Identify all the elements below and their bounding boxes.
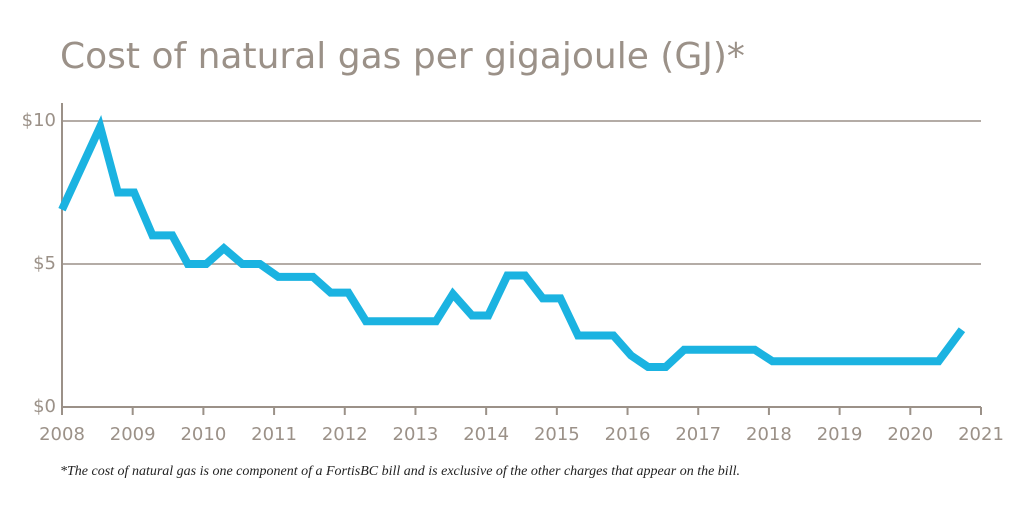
x-tick-label: 2021: [958, 424, 1004, 445]
x-tick-label: 2011: [251, 424, 297, 445]
chart-title: Cost of natural gas per gigajoule (GJ)*: [60, 36, 745, 77]
x-tick-label: 2019: [817, 424, 863, 445]
footnote: *The cost of natural gas is one componen…: [60, 464, 740, 479]
x-tick-label: 2013: [393, 424, 439, 445]
x-tick-label: 2020: [887, 424, 933, 445]
x-tick-label: 2012: [322, 424, 368, 445]
y-tick-label: $5: [33, 253, 56, 274]
x-tick-label: 2010: [180, 424, 226, 445]
y-tick-label: $0: [33, 396, 56, 417]
x-tick-label: 2014: [463, 424, 509, 445]
line: [58, 114, 966, 371]
x-tick-label: 2017: [675, 424, 721, 445]
x-tick-label: 2009: [110, 424, 156, 445]
x-tick-label: 2018: [746, 424, 792, 445]
y-tick-label: $10: [22, 110, 56, 131]
x-tick-label: 2015: [534, 424, 580, 445]
x-tick-label: 2016: [605, 424, 651, 445]
x-tick-label: 2008: [39, 424, 85, 445]
